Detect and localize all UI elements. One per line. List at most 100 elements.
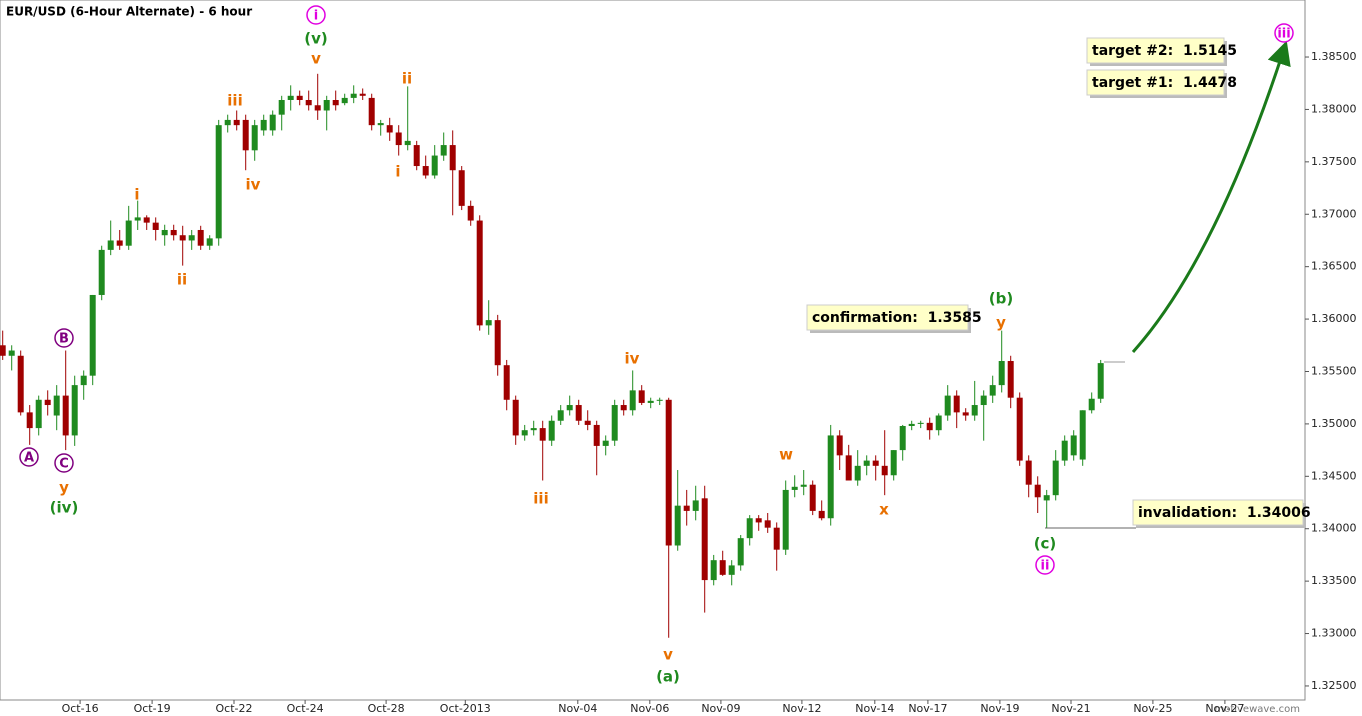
candle-body [908, 423, 915, 426]
candle-body [8, 350, 15, 356]
candle-body [26, 412, 33, 429]
candle-body [368, 97, 375, 126]
candle-body [1061, 440, 1068, 461]
candle-body [197, 229, 204, 246]
wave-label: (v) [304, 30, 328, 48]
x-tick-label: Nov-09 [701, 702, 740, 715]
watermark: motivewave.com [1214, 704, 1300, 715]
candle-body [35, 399, 42, 429]
candle-body [332, 100, 339, 106]
x-tick-label: Nov-17 [908, 702, 947, 715]
candle-body [827, 435, 834, 519]
x-tick-label: Nov-04 [558, 702, 597, 715]
candle-body [710, 560, 717, 581]
candle-body [449, 145, 456, 171]
x-tick-label: Nov-06 [630, 702, 669, 715]
candle-body [521, 430, 528, 436]
candle-body [620, 405, 627, 411]
wave-label: iii [533, 490, 548, 508]
candle-body [242, 119, 249, 151]
candle-body [926, 422, 933, 431]
candle-body [593, 424, 600, 446]
candle-body [341, 97, 348, 104]
candle-body [782, 489, 789, 550]
box-label: invalidation: 1.34006 [1138, 505, 1311, 521]
wave-label: iv [246, 176, 261, 194]
candle-body [134, 217, 141, 221]
candle-body [773, 527, 780, 550]
candle-body [953, 395, 960, 413]
candle-body [458, 170, 465, 206]
wave-label: y [59, 479, 69, 497]
candle-body [737, 538, 744, 566]
y-tick-label: 1.37500 [1311, 155, 1357, 168]
wave-label: (a) [656, 668, 680, 686]
candle-body [359, 93, 366, 96]
y-tick-label: 1.34500 [1311, 469, 1357, 482]
candle-body [1052, 460, 1059, 496]
candle-body [692, 500, 699, 511]
candle-body [728, 565, 735, 575]
label-box [1132, 499, 1304, 526]
candle-body [476, 220, 483, 326]
candle-body [683, 505, 690, 511]
wave-label: iii [227, 92, 242, 110]
wave-label: i [395, 163, 400, 181]
wave-label: i [134, 186, 139, 204]
x-tick-label: Nov-27 [1205, 702, 1244, 715]
candle-body [881, 465, 888, 476]
wave-label: C [59, 457, 69, 472]
candle-body [1034, 484, 1041, 498]
candle-body [422, 166, 429, 176]
candle-body [530, 428, 537, 431]
x-tick-label: Oct-2013 [440, 702, 491, 715]
candle-body [719, 560, 726, 575]
candle-body [800, 484, 807, 487]
candle-body [791, 486, 798, 490]
y-tick-label: 1.36500 [1311, 260, 1357, 273]
candle-body [179, 235, 186, 241]
candle-body [188, 235, 195, 241]
candle-body [1007, 361, 1014, 398]
candle-body [215, 125, 222, 239]
wave-circle [19, 447, 39, 467]
candle-body [413, 145, 420, 167]
x-tick-label: Nov-14 [855, 702, 894, 715]
candle-body [962, 412, 969, 416]
candle-body [836, 435, 843, 456]
candle-body [485, 320, 492, 326]
candle-body [395, 132, 402, 146]
candle-body [854, 465, 861, 481]
label-box [1086, 69, 1225, 96]
candle-body [386, 125, 393, 133]
candle-body [89, 294, 96, 376]
candle-body [206, 238, 213, 246]
candle-body [1070, 435, 1077, 456]
candle-body [278, 100, 285, 115]
x-tick-label: Oct-24 [287, 702, 324, 715]
plot-area [0, 0, 1306, 701]
candle-body [53, 395, 60, 416]
candle-body [1097, 363, 1104, 399]
candle-body [377, 123, 384, 126]
candle-body [116, 240, 123, 246]
candle-body [296, 95, 303, 100]
wave-label: ii [177, 271, 187, 289]
wave-circle [1274, 23, 1294, 43]
y-tick-label: 1.33500 [1311, 574, 1357, 587]
wave-label: x [879, 501, 889, 519]
wave-circle [54, 328, 74, 348]
candle-body [17, 355, 24, 413]
candle-body [674, 505, 681, 546]
x-tick-label: Oct-19 [134, 702, 171, 715]
candle-body [557, 410, 564, 421]
candle-body [170, 229, 177, 236]
candle-body [143, 217, 150, 223]
wave-label: w [779, 446, 793, 464]
candle-body [431, 155, 438, 176]
candle-body [629, 390, 636, 411]
wave-circle [1035, 555, 1055, 575]
candle-body [872, 460, 879, 466]
box-label: target #2: 1.5145 [1092, 43, 1237, 59]
candle-body [998, 361, 1005, 386]
